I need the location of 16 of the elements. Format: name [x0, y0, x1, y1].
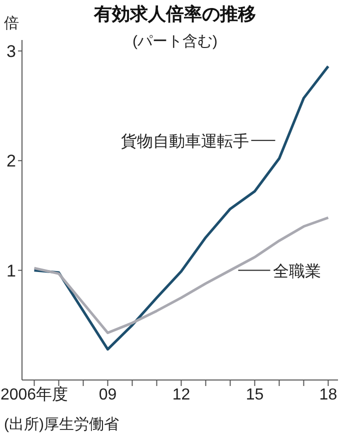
text: (出所)厚生労働省 — [4, 415, 119, 434]
y-tick-label: 1 — [6, 261, 16, 280]
x-tick-label: 18 — [319, 386, 338, 404]
x-tick-label: 2006年度 — [0, 385, 68, 404]
line-series — [32, 65, 330, 351]
y-tick-label: 2 — [6, 152, 16, 171]
chart-subtitle: (パート含む) — [132, 33, 218, 50]
series-label: 貨物自動車運転手 — [121, 132, 250, 150]
x-tick-label: 15 — [246, 386, 264, 404]
series-label: 全職業 — [273, 262, 322, 280]
x-tick-label: 12 — [172, 386, 190, 404]
y-axis-title: 倍 — [4, 14, 19, 33]
line-series — [32, 216, 330, 334]
y-tick-label: 3 — [6, 42, 16, 62]
x-tick-label: 09 — [98, 386, 117, 404]
chart-title: 有効求人倍率の推移 — [94, 4, 256, 24]
